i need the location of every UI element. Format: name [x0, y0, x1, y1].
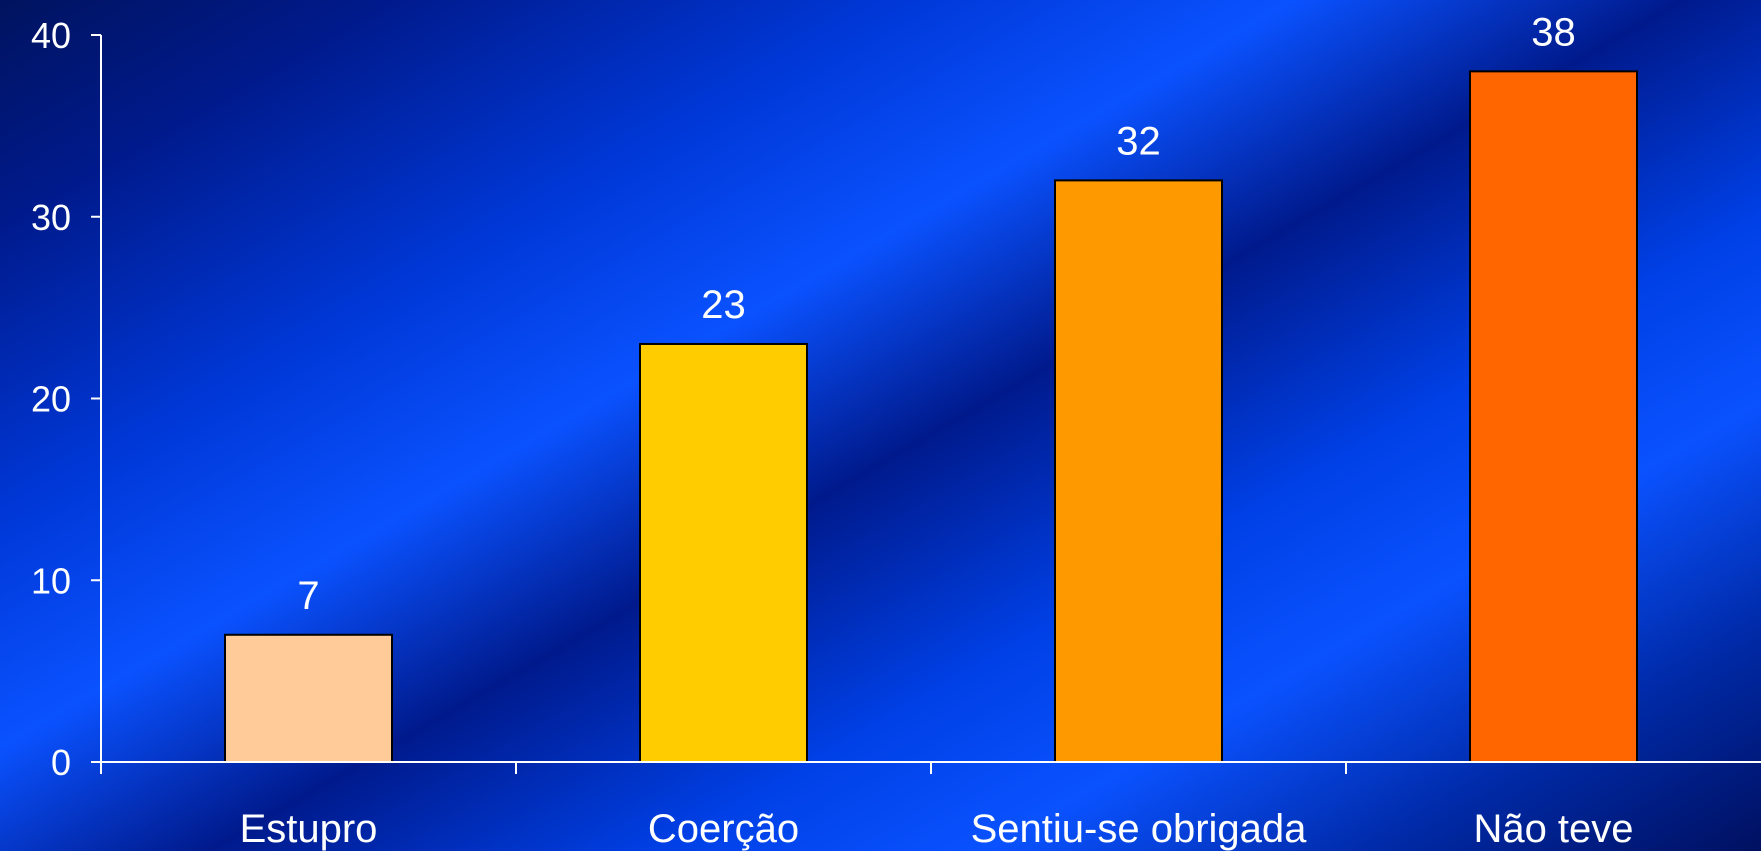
data-label: 7	[297, 574, 319, 618]
axes-group	[91, 34, 1761, 774]
x-tick-label: Estupro	[240, 807, 378, 851]
bar-sentiu-se-obrigada	[1054, 179, 1223, 763]
y-tick-label: 40	[31, 15, 71, 56]
y-tick-labels-group: 0 10 20 30 40	[31, 15, 71, 783]
x-tick-label: Sentiu-se obrigada	[971, 807, 1308, 851]
bar-estupro	[224, 633, 393, 764]
y-tick-label: 20	[31, 379, 71, 420]
data-labels-group: 7 23 32 38	[297, 10, 1575, 617]
bar-coer-o	[639, 342, 808, 763]
data-label: 38	[1531, 10, 1576, 54]
bar-n-o-teve	[1469, 70, 1638, 764]
y-tick-label: 0	[51, 742, 71, 783]
data-label: 23	[701, 283, 746, 327]
y-tick-label: 30	[31, 197, 71, 238]
x-category-labels-group: Estupro Coerção Sentiu-se obrigada Não teve	[240, 807, 1634, 851]
x-tick-label: Não teve	[1473, 807, 1633, 851]
bars-group	[224, 70, 1638, 764]
x-tick-label: Coerção	[648, 807, 799, 851]
y-tick-label: 10	[31, 560, 71, 601]
data-label: 32	[1116, 119, 1161, 163]
